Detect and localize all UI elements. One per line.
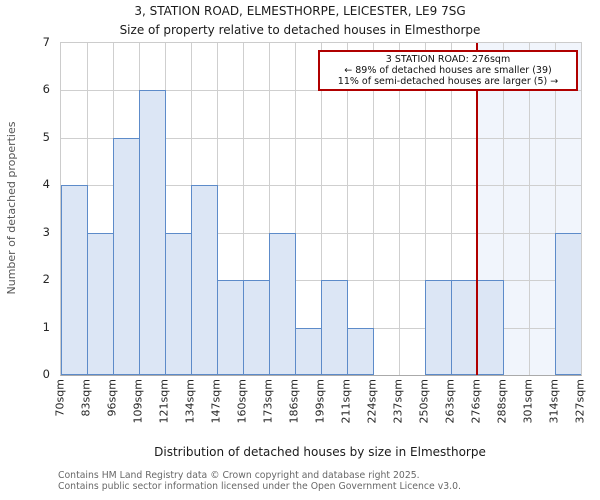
x-tick-label: 199sqm — [313, 379, 326, 424]
histogram-bar — [477, 280, 504, 375]
annotation-line-1: 3 STATION ROAD: 276sqm — [385, 54, 511, 65]
histogram-bar — [87, 233, 114, 375]
x-axis-title: Distribution of detached houses by size … — [154, 445, 486, 459]
y-tick-label: 0 — [42, 367, 50, 381]
histogram-bar — [347, 328, 374, 375]
x-tick-label: 173sqm — [261, 379, 274, 424]
x-tick-label: 96sqm — [105, 379, 118, 417]
y-tick-label: 3 — [42, 224, 50, 239]
x-tick-label: 314sqm — [547, 379, 560, 424]
gridline-vertical — [425, 43, 426, 375]
x-tick-label: 250sqm — [417, 379, 430, 424]
x-tick-label: 109sqm — [131, 379, 144, 424]
y-tick-label: 2 — [42, 272, 50, 287]
x-tick-label: 211sqm — [339, 379, 352, 424]
gridline-vertical — [555, 43, 556, 375]
x-tick-label: 237sqm — [391, 379, 404, 424]
x-tick-label: 288sqm — [495, 379, 508, 424]
histogram-bar — [243, 280, 270, 375]
gridline-vertical — [347, 43, 348, 375]
histogram-bar — [217, 280, 244, 375]
histogram-bar — [269, 233, 296, 375]
annotation-box: 3 STATION ROAD: 276sqm ← 89% of detached… — [318, 50, 578, 91]
gridline-vertical — [243, 43, 244, 375]
chart-subtitle: Size of property relative to detached ho… — [119, 23, 481, 37]
gridline-vertical — [269, 43, 270, 375]
gridline-vertical — [399, 43, 400, 375]
y-tick-label: 4 — [42, 177, 50, 192]
y-tick-label: 5 — [42, 129, 50, 144]
gridline-vertical — [321, 43, 322, 375]
y-tick-label: 7 — [42, 35, 50, 49]
gridline-vertical — [451, 43, 452, 375]
histogram-bar — [113, 138, 140, 375]
y-tick-label: 1 — [42, 319, 50, 334]
plot-area — [60, 42, 582, 376]
x-tick-label: 327sqm — [573, 379, 586, 424]
histogram-bar — [165, 233, 192, 375]
histogram-bar — [555, 233, 581, 375]
histogram-bar — [295, 328, 322, 375]
x-tick-label: 276sqm — [469, 379, 482, 424]
histogram-bar — [451, 280, 478, 375]
x-tick-label: 186sqm — [287, 379, 300, 424]
gridline-vertical — [503, 43, 504, 375]
histogram-bar — [139, 90, 166, 375]
x-tick-label: 160sqm — [235, 379, 248, 424]
annotation-line-3: 11% of semi-detached houses are larger (… — [337, 76, 559, 87]
footer-line-2: Contains public sector information licen… — [58, 481, 461, 492]
footer-line-1: Contains HM Land Registry data © Crown c… — [58, 470, 420, 481]
x-tick-label: 70sqm — [53, 379, 66, 417]
property-size-marker-line — [476, 43, 478, 375]
chart-title: 3, STATION ROAD, ELMESTHORPE, LEICESTER,… — [134, 4, 466, 18]
gridline-vertical — [295, 43, 296, 375]
x-tick-label: 301sqm — [521, 379, 534, 424]
y-tick-label: 6 — [42, 82, 50, 97]
x-tick-label: 263sqm — [443, 379, 456, 424]
x-tick-label: 121sqm — [157, 379, 170, 424]
histogram-bar — [425, 280, 452, 375]
x-tick-label: 224sqm — [365, 379, 378, 424]
x-tick-label: 147sqm — [209, 379, 222, 424]
histogram-bar — [61, 185, 88, 375]
x-tick-label: 134sqm — [183, 379, 196, 424]
annotation-line-2: ← 89% of detached houses are smaller (39… — [344, 65, 552, 76]
gridline-vertical — [529, 43, 530, 375]
histogram-bar — [191, 185, 218, 375]
gridline-vertical — [373, 43, 374, 375]
histogram-bar — [321, 280, 348, 375]
x-tick-label: 83sqm — [79, 379, 92, 417]
